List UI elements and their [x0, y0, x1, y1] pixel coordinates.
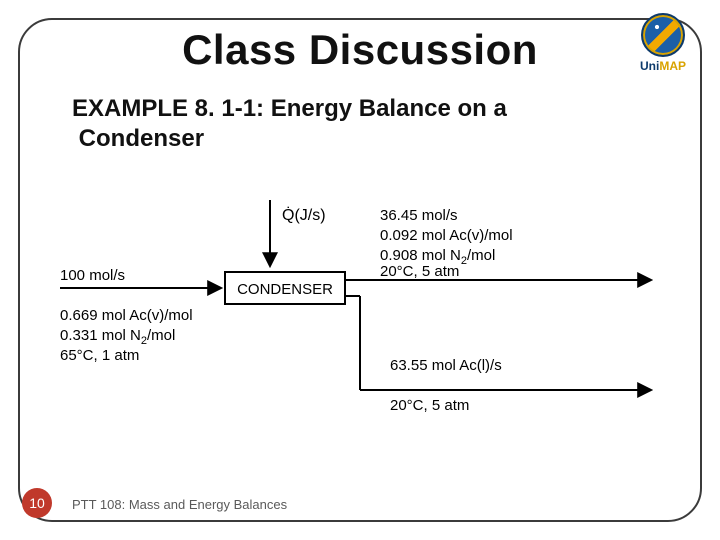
subtitle-line2: Condenser: [79, 125, 204, 152]
q-label: Q̇(J/s): [282, 206, 326, 224]
vapor-flow: 36.45 mol/s: [380, 207, 458, 224]
slide-subtitle: EXAMPLE 8. 1-1: Energy Balance on a Cond…: [72, 94, 632, 154]
condenser-label: CONDENSER: [237, 281, 333, 298]
slide-title: Class Discussion: [0, 26, 720, 74]
inlet-comp2: 0.331 mol N2/mol: [60, 327, 175, 347]
footer-text: PTT 108: Mass and Energy Balances: [72, 497, 287, 512]
page-number-badge: 10: [22, 488, 52, 518]
process-diagram: Q̇(J/s) CONDENSER 100 mol/s 0.669 mol Ac…: [60, 180, 660, 460]
inlet-flow: 100 mol/s: [60, 267, 125, 284]
vapor-cond: 20°C, 5 atm: [380, 263, 459, 280]
inlet-cond: 65°C, 1 atm: [60, 347, 139, 364]
page-number: 10: [29, 495, 45, 511]
slide: UniMAP Class Discussion EXAMPLE 8. 1-1: …: [0, 0, 720, 540]
liquid-cond: 20°C, 5 atm: [390, 397, 469, 414]
liquid-flow: 63.55 mol Ac(l)/s: [390, 357, 502, 374]
inlet-comp1: 0.669 mol Ac(v)/mol: [60, 307, 193, 324]
subtitle-line1: EXAMPLE 8. 1-1: Energy Balance on a: [72, 95, 507, 122]
vapor-comp1: 0.092 mol Ac(v)/mol: [380, 227, 513, 244]
